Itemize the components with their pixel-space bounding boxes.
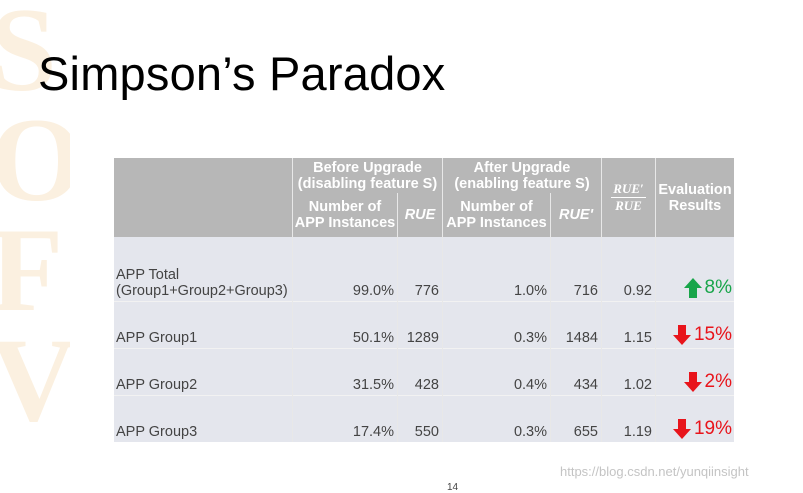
after-percent: 1.0% xyxy=(442,237,551,302)
subheader-after-instances: Number of APP Instances xyxy=(442,193,551,237)
group-header-row: Before Upgrade (disabling feature S) Aft… xyxy=(114,158,734,237)
before-percent: 50.1% xyxy=(292,301,398,349)
evaluation-result: 8% xyxy=(655,237,734,302)
before-percent: 31.5% xyxy=(292,348,398,396)
down-arrow-icon xyxy=(672,418,691,439)
result-percent: 8% xyxy=(704,277,732,298)
before-rue: 428 xyxy=(397,348,443,396)
down-arrow-icon xyxy=(672,324,691,345)
subheader-empty-cell xyxy=(114,193,293,237)
source-credit: https://blog.csdn.net/yunqiinsight xyxy=(560,464,749,479)
evaluation-result: 15% xyxy=(655,301,734,349)
table-row: APP Total (Group1+Group2+Group3) 99.0% 776… xyxy=(114,237,734,302)
result-percent: 15% xyxy=(693,324,732,345)
row-label: APP Group2 xyxy=(114,348,293,396)
before-rue: 1289 xyxy=(397,301,443,349)
rue-ratio: 1.19 xyxy=(601,395,656,442)
rue-ratio: 0.92 xyxy=(601,237,656,302)
before-rue: 550 xyxy=(397,395,443,442)
header-evaluation: Evaluation Results xyxy=(655,158,734,237)
table-row: APP Group1 50.1% 1289 0.3% 1484 1.15 15% xyxy=(114,301,734,349)
evaluation-result: 2% xyxy=(655,348,734,396)
row-label: APP Total (Group1+Group2+Group3) xyxy=(114,237,293,302)
ratio-fraction: RUE′ RUE xyxy=(611,181,646,214)
subheader-after-rue: RUE' xyxy=(550,193,602,237)
ratio-denominator: RUE xyxy=(615,198,642,213)
header-before-upgrade: Before Upgrade (disabling feature S) xyxy=(292,158,443,193)
result-percent: 19% xyxy=(693,418,732,439)
header-empty-cell xyxy=(114,158,293,193)
evaluation-result: 19% xyxy=(655,395,734,442)
up-arrow-icon xyxy=(683,277,702,298)
subheader-before-rue: RUE xyxy=(397,193,443,237)
before-percent: 99.0% xyxy=(292,237,398,302)
after-percent: 0.3% xyxy=(442,301,551,349)
before-percent: 17.4% xyxy=(292,395,398,442)
page-number: 14 xyxy=(447,482,459,493)
after-rue: 655 xyxy=(550,395,602,442)
row-label: APP Group1 xyxy=(114,301,293,349)
rue-ratio: 1.15 xyxy=(601,301,656,349)
subheader-before-instances: Number of APP Instances xyxy=(292,193,398,237)
table-row: APP Group3 17.4% 550 0.3% 655 1.19 19% xyxy=(114,395,734,442)
sub-header-row: Number of APP Instances RUE Number of AP… xyxy=(114,193,734,237)
after-rue: 716 xyxy=(550,237,602,302)
result-percent: 2% xyxy=(704,371,732,392)
results-table: Before Upgrade (disabling feature S) Aft… xyxy=(114,158,734,442)
header-after-upgrade: After Upgrade (enabling feature S) xyxy=(442,158,602,193)
before-rue: 776 xyxy=(397,237,443,302)
header-ratio: RUE′ RUE xyxy=(601,158,656,237)
table-row: APP Group2 31.5% 428 0.4% 434 1.02 2% xyxy=(114,348,734,396)
slide-title: Simpson’s Paradox xyxy=(38,47,446,100)
down-arrow-icon xyxy=(683,371,702,392)
after-rue: 1484 xyxy=(550,301,602,349)
after-percent: 0.3% xyxy=(442,395,551,442)
background-watermark: S O F V xyxy=(0,0,70,446)
ratio-numerator: RUE′ xyxy=(611,181,646,198)
row-label: APP Group3 xyxy=(114,395,293,442)
after-percent: 0.4% xyxy=(442,348,551,396)
rue-ratio: 1.02 xyxy=(601,348,656,396)
after-rue: 434 xyxy=(550,348,602,396)
